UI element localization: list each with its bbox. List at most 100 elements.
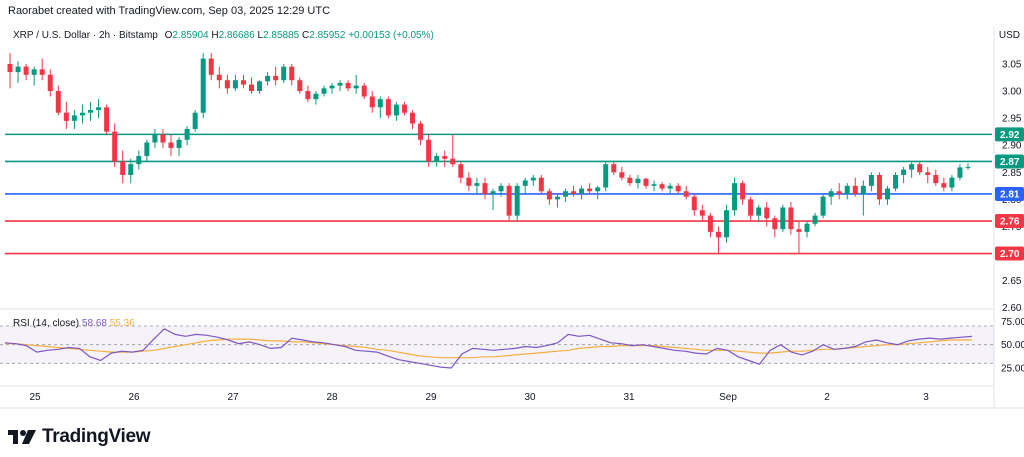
candle-body[interactable] <box>71 115 77 121</box>
candle-body[interactable] <box>796 229 802 232</box>
candle-body[interactable] <box>418 123 424 140</box>
candle-body[interactable] <box>957 167 963 178</box>
candle-body[interactable] <box>554 196 560 200</box>
candle-body[interactable] <box>313 93 319 100</box>
candle-body[interactable] <box>804 223 810 232</box>
candle-body[interactable] <box>55 91 61 113</box>
candle-body[interactable] <box>47 74 53 92</box>
candle-body[interactable] <box>780 207 786 230</box>
candle-body[interactable] <box>426 139 432 162</box>
candle-body[interactable] <box>104 107 110 132</box>
candle-body[interactable] <box>490 191 496 194</box>
candle-body[interactable] <box>23 66 29 75</box>
candle-body[interactable] <box>562 191 568 197</box>
candle-body[interactable] <box>377 99 383 108</box>
candle-body[interactable] <box>611 164 617 173</box>
candle-body[interactable] <box>273 75 279 81</box>
candle-body[interactable] <box>885 188 890 200</box>
candle-body[interactable] <box>410 112 416 124</box>
candle-body[interactable] <box>925 172 931 175</box>
candle-body[interactable] <box>31 69 37 75</box>
candle-body[interactable] <box>522 180 528 186</box>
candle-body[interactable] <box>691 196 697 211</box>
candle-body[interactable] <box>88 110 93 113</box>
candle-body[interactable] <box>337 82 343 86</box>
candle-body[interactable] <box>538 177 544 192</box>
candle-body[interactable] <box>297 80 303 92</box>
candle-body[interactable] <box>393 104 399 116</box>
candle-body[interactable] <box>860 185 866 194</box>
candle-body[interactable] <box>96 107 102 110</box>
candle-body[interactable] <box>756 207 762 216</box>
chart-area[interactable]: 3.053.002.952.902.852.802.752.702.652.60… <box>0 25 1024 425</box>
candle-body[interactable] <box>442 156 448 159</box>
candle-body[interactable] <box>353 85 359 89</box>
candle-body[interactable] <box>627 177 633 184</box>
candle-body[interactable] <box>289 66 295 81</box>
candle-body[interactable] <box>917 164 923 173</box>
candle-body[interactable] <box>812 215 818 224</box>
candle-body[interactable] <box>249 84 255 92</box>
candle-body[interactable] <box>659 184 665 189</box>
candle-body[interactable] <box>385 99 391 116</box>
candle-body[interactable] <box>15 66 21 73</box>
candle-body[interactable] <box>675 185 681 192</box>
candle-body[interactable] <box>482 183 488 194</box>
candle-body[interactable] <box>184 128 190 140</box>
currency-label[interactable]: USD <box>998 30 1020 41</box>
candle-body[interactable] <box>39 69 45 75</box>
candle-body[interactable] <box>128 164 134 175</box>
candle-body[interactable] <box>232 80 238 89</box>
candle-body[interactable] <box>844 185 850 194</box>
candle-body[interactable] <box>514 185 520 216</box>
candle-body[interactable] <box>200 58 206 113</box>
candle-body[interactable] <box>466 177 472 186</box>
candle-body[interactable] <box>305 91 311 100</box>
candle-body[interactable] <box>683 191 689 197</box>
candle-body[interactable] <box>63 112 69 121</box>
candle-body[interactable] <box>7 63 13 73</box>
candle-body[interactable] <box>498 185 504 192</box>
candlestick-chart[interactable]: 3.053.002.952.902.852.802.752.702.652.60… <box>0 25 1024 425</box>
candle-body[interactable] <box>144 142 150 157</box>
candle-body[interactable] <box>595 187 601 192</box>
candle-body[interactable] <box>530 177 536 181</box>
candle-body[interactable] <box>506 185 512 216</box>
candle-body[interactable] <box>820 196 826 216</box>
candle-body[interactable] <box>434 156 440 162</box>
candle-body[interactable] <box>643 178 649 186</box>
candle-body[interactable] <box>587 188 593 192</box>
candle-body[interactable] <box>933 175 939 184</box>
candle-body[interactable] <box>321 88 327 94</box>
candle-body[interactable] <box>707 215 713 232</box>
candle-body[interactable] <box>361 85 367 97</box>
candle-body[interactable] <box>450 158 456 165</box>
candle-body[interactable] <box>345 82 351 89</box>
candle-body[interactable] <box>941 183 947 188</box>
candle-body[interactable] <box>216 74 222 81</box>
candle-body[interactable] <box>160 134 166 143</box>
candle-body[interactable] <box>603 164 609 188</box>
candle-body[interactable] <box>667 185 673 189</box>
candle-body[interactable] <box>265 75 271 82</box>
candle-body[interactable] <box>619 172 625 178</box>
candle-body[interactable] <box>788 207 794 230</box>
candle-body[interactable] <box>965 166 971 168</box>
candle-body[interactable] <box>224 80 230 89</box>
candle-body[interactable] <box>474 183 480 186</box>
candle-body[interactable] <box>828 191 834 197</box>
candle-body[interactable] <box>764 207 770 219</box>
candle-body[interactable] <box>112 131 118 162</box>
candle-body[interactable] <box>571 191 577 194</box>
candle-body[interactable] <box>120 161 126 175</box>
candle-body[interactable] <box>949 177 955 188</box>
candle-body[interactable] <box>740 183 746 200</box>
candle-body[interactable] <box>868 175 874 186</box>
candle-body[interactable] <box>901 169 907 175</box>
candle-body[interactable] <box>369 96 375 108</box>
candle-body[interactable] <box>723 210 729 238</box>
candle-body[interactable] <box>401 104 407 113</box>
candle-body[interactable] <box>852 185 858 194</box>
candle-body[interactable] <box>136 156 142 165</box>
candle-body[interactable] <box>699 210 705 216</box>
